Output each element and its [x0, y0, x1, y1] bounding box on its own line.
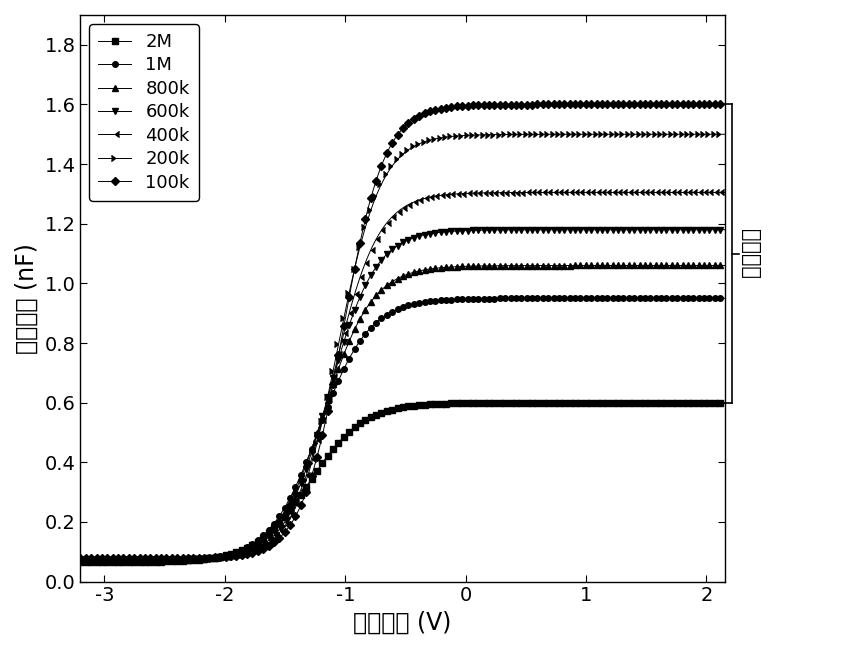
Line: 800k: 800k — [77, 263, 728, 564]
2M — [506, 399, 516, 407]
1M — [241, 543, 251, 551]
800k — [455, 263, 465, 270]
400k — [241, 549, 251, 556]
800k — [241, 545, 251, 553]
Y-axis label: 并联电容 (nF): 并联电容 (nF) — [15, 243, 39, 354]
100k — [560, 101, 570, 109]
200k — [76, 555, 86, 563]
400k — [455, 190, 465, 198]
600k — [506, 226, 516, 234]
1M — [455, 295, 465, 303]
400k — [506, 188, 516, 196]
200k — [241, 549, 251, 557]
200k — [560, 131, 570, 138]
800k — [506, 262, 516, 270]
600k — [190, 555, 200, 563]
400k — [560, 188, 570, 196]
600k — [76, 556, 86, 564]
600k — [719, 226, 729, 233]
400k — [76, 556, 86, 564]
Line: 200k: 200k — [77, 131, 728, 562]
2M — [190, 556, 200, 564]
Line: 2M: 2M — [77, 400, 728, 565]
800k — [190, 556, 200, 564]
800k — [366, 296, 377, 304]
2M — [241, 545, 251, 552]
Text: 频率色散: 频率色散 — [740, 229, 760, 279]
Legend: 2M, 1M, 800k, 600k, 400k, 200k, 100k: 2M, 1M, 800k, 600k, 400k, 200k, 100k — [89, 24, 199, 201]
2M — [366, 413, 377, 421]
2M — [560, 398, 570, 406]
X-axis label: 偏置电压 (V): 偏置电压 (V) — [354, 611, 451, 635]
2M — [455, 399, 465, 407]
600k — [366, 270, 377, 278]
100k — [366, 190, 377, 198]
100k — [719, 101, 729, 109]
800k — [560, 261, 570, 269]
200k — [366, 203, 377, 211]
1M — [190, 556, 200, 564]
1M — [76, 558, 86, 566]
200k — [719, 131, 729, 138]
200k — [190, 554, 200, 562]
1M — [506, 294, 516, 302]
600k — [241, 547, 251, 555]
1M — [560, 294, 570, 302]
100k — [241, 550, 251, 558]
100k — [506, 101, 516, 109]
1M — [366, 323, 377, 331]
2M — [719, 398, 729, 406]
1M — [719, 294, 729, 302]
100k — [76, 554, 86, 562]
200k — [455, 132, 465, 140]
2M — [76, 558, 86, 566]
200k — [506, 131, 516, 138]
600k — [560, 226, 570, 233]
100k — [190, 554, 200, 562]
400k — [366, 244, 377, 252]
Line: 400k: 400k — [77, 190, 728, 562]
400k — [719, 188, 729, 196]
Line: 1M: 1M — [77, 296, 728, 564]
800k — [76, 557, 86, 565]
400k — [190, 555, 200, 563]
600k — [455, 227, 465, 235]
100k — [455, 102, 465, 110]
800k — [719, 261, 729, 269]
Line: 100k: 100k — [77, 101, 728, 561]
Line: 600k: 600k — [77, 227, 728, 563]
